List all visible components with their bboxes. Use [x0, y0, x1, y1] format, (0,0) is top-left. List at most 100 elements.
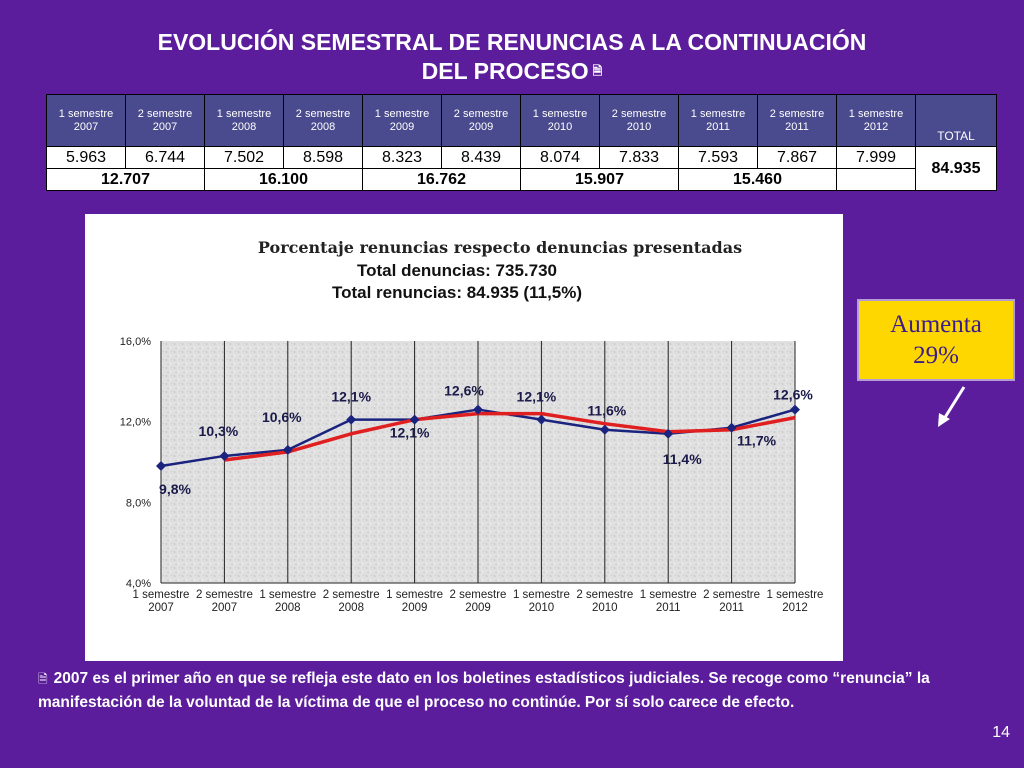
series-line-trend: [224, 411, 796, 462]
x-tick-label: 2 semestre: [323, 589, 380, 601]
x-tick-label: 1 semestre: [767, 589, 824, 601]
chart-panel: Porcentaje renuncias respecto denuncias …: [85, 214, 843, 661]
table-row-sums: 12.707 16.100 16.762 15.907 15.460: [46, 168, 997, 191]
table-header: 1 semestre 2008: [204, 94, 284, 147]
data-label: 11,4%: [663, 451, 702, 467]
footnote: 🗎 2007 es el primer año en que se refleja…: [38, 667, 998, 714]
x-tick-label: 2011: [719, 602, 744, 614]
table-cell: 7.999: [836, 146, 916, 169]
table-sum-cell: 12.707: [46, 168, 205, 191]
x-tick-label: 2009: [402, 602, 428, 614]
document-icon: 🗎: [38, 672, 48, 686]
data-point: [726, 422, 737, 433]
data-label: 12,1%: [331, 389, 371, 405]
title-line-2: DEL PROCESO 🗎: [0, 57, 1024, 86]
x-tick-label: 2009: [465, 602, 491, 614]
increase-callout: Aumenta 29%: [857, 299, 1015, 381]
table-sum-cell: 15.460: [678, 168, 837, 191]
data-point: [536, 414, 547, 425]
x-tick-label: 2007: [212, 602, 238, 614]
title-line-2-text: DEL PROCESO: [421, 58, 589, 84]
y-tick-label: 12,0%: [120, 417, 151, 429]
table-cell: 7.502: [204, 146, 284, 169]
chart-subtitle-1: Total denuncias: 735.730: [357, 261, 557, 280]
arrow-icon: [938, 386, 966, 427]
footnote-text: 2007 es el primer año en que se refleja …: [38, 670, 930, 711]
table-sum-cell: 16.100: [204, 168, 363, 191]
table-row-values: 5.963 6.744 7.502 8.598 8.323 8.439 8.07…: [46, 146, 997, 191]
callout-line-1: Aumenta: [890, 311, 982, 338]
table-sum-cell: 15.907: [520, 168, 679, 191]
slide-title: EVOLUCIÓN SEMESTRAL DE RENUNCIAS A LA CO…: [0, 28, 1024, 86]
callout-line-2: 29%: [913, 342, 959, 369]
table-header: 1 semestre 2012: [836, 94, 916, 147]
table-header: 2 semestre 2007: [125, 94, 205, 147]
x-tick-label: 2 semestre: [576, 589, 633, 601]
table-header: 1 semestre 2011: [678, 94, 758, 147]
data-point: [282, 444, 293, 455]
data-label: 9,8%: [159, 481, 191, 497]
data-point: [599, 424, 610, 435]
data-label: 10,3%: [199, 423, 239, 439]
document-icon: 🗎: [592, 64, 603, 78]
table-header: 1 semestre 2009: [362, 94, 442, 147]
data-label: 12,1%: [390, 425, 430, 441]
data-label: 12,1%: [517, 389, 557, 405]
table-cell: 8.439: [441, 146, 521, 169]
table-total-cell: 84.935: [915, 146, 997, 191]
table-header: 2 semestre 2008: [283, 94, 363, 147]
y-tick-label: 16,0%: [120, 336, 151, 348]
y-tick-label: 8,0%: [126, 497, 151, 509]
page-number: 14: [992, 724, 1010, 741]
renuncias-table: 1 semestre 2007 2 semestre 2007 1 semestre…: [46, 94, 997, 191]
table-cell: 6.744: [125, 146, 205, 169]
x-tick-label: 2007: [148, 602, 174, 614]
x-tick-label: 2011: [656, 602, 681, 614]
x-tick-label: 2008: [338, 602, 364, 614]
x-tick-label: 1 semestre: [640, 589, 697, 601]
table-header-total: TOTAL: [915, 94, 997, 147]
table-header-row: 1 semestre 2007 2 semestre 2007 1 semestre…: [46, 94, 997, 147]
data-point: [156, 461, 166, 472]
x-tick-label: 2008: [275, 602, 301, 614]
data-label: 12,6%: [773, 387, 813, 403]
table-cell: 8.323: [362, 146, 442, 169]
x-tick-label: 2 semestre: [703, 589, 760, 601]
table-sum-cell: 16.762: [362, 168, 521, 191]
x-tick-label: 1 semestre: [386, 589, 443, 601]
data-label: 12,6%: [444, 383, 484, 399]
table-header: 2 semestre 2011: [757, 94, 837, 147]
table-cell: 7.833: [599, 146, 679, 169]
x-tick-label: 2012: [782, 602, 808, 614]
data-point: [790, 404, 800, 415]
data-point: [346, 414, 357, 425]
x-tick-label: 2010: [592, 602, 618, 614]
table-header: 1 semestre 2010: [520, 94, 600, 147]
table-cell: 8.598: [283, 146, 363, 169]
chart-title: Porcentaje renuncias respecto denuncias …: [258, 238, 742, 257]
x-tick-label: 1 semestre: [133, 589, 190, 601]
data-label: 10,6%: [262, 409, 302, 425]
y-tick-label: 4,0%: [126, 578, 151, 590]
title-line-1: EVOLUCIÓN SEMESTRAL DE RENUNCIAS A LA CO…: [157, 29, 867, 55]
data-point: [409, 414, 420, 425]
chart-subtitle-2: Total renuncias: 84.935 (11,5%): [332, 283, 582, 302]
data-label: 11,6%: [587, 403, 626, 419]
x-tick-label: 2 semestre: [450, 589, 507, 601]
table-cell: 7.593: [678, 146, 758, 169]
table-cell: 8.074: [520, 146, 600, 169]
x-tick-label: 2010: [529, 602, 555, 614]
table-cell: 5.963: [46, 146, 126, 169]
data-point: [219, 450, 230, 461]
table-header: 1 semestre 2007: [46, 94, 126, 147]
data-point: [473, 404, 483, 415]
x-tick-label: 1 semestre: [513, 589, 570, 601]
x-tick-label: 2 semestre: [196, 589, 253, 601]
table-cell: 7.867: [757, 146, 837, 169]
table-header: 2 semestre 2010: [599, 94, 679, 147]
table-header: 2 semestre 2009: [441, 94, 521, 147]
table-sum-cell: [836, 168, 916, 191]
data-point: [663, 428, 674, 439]
x-tick-label: 1 semestre: [259, 589, 316, 601]
line-chart: Porcentaje renuncias respecto denuncias …: [120, 238, 824, 614]
